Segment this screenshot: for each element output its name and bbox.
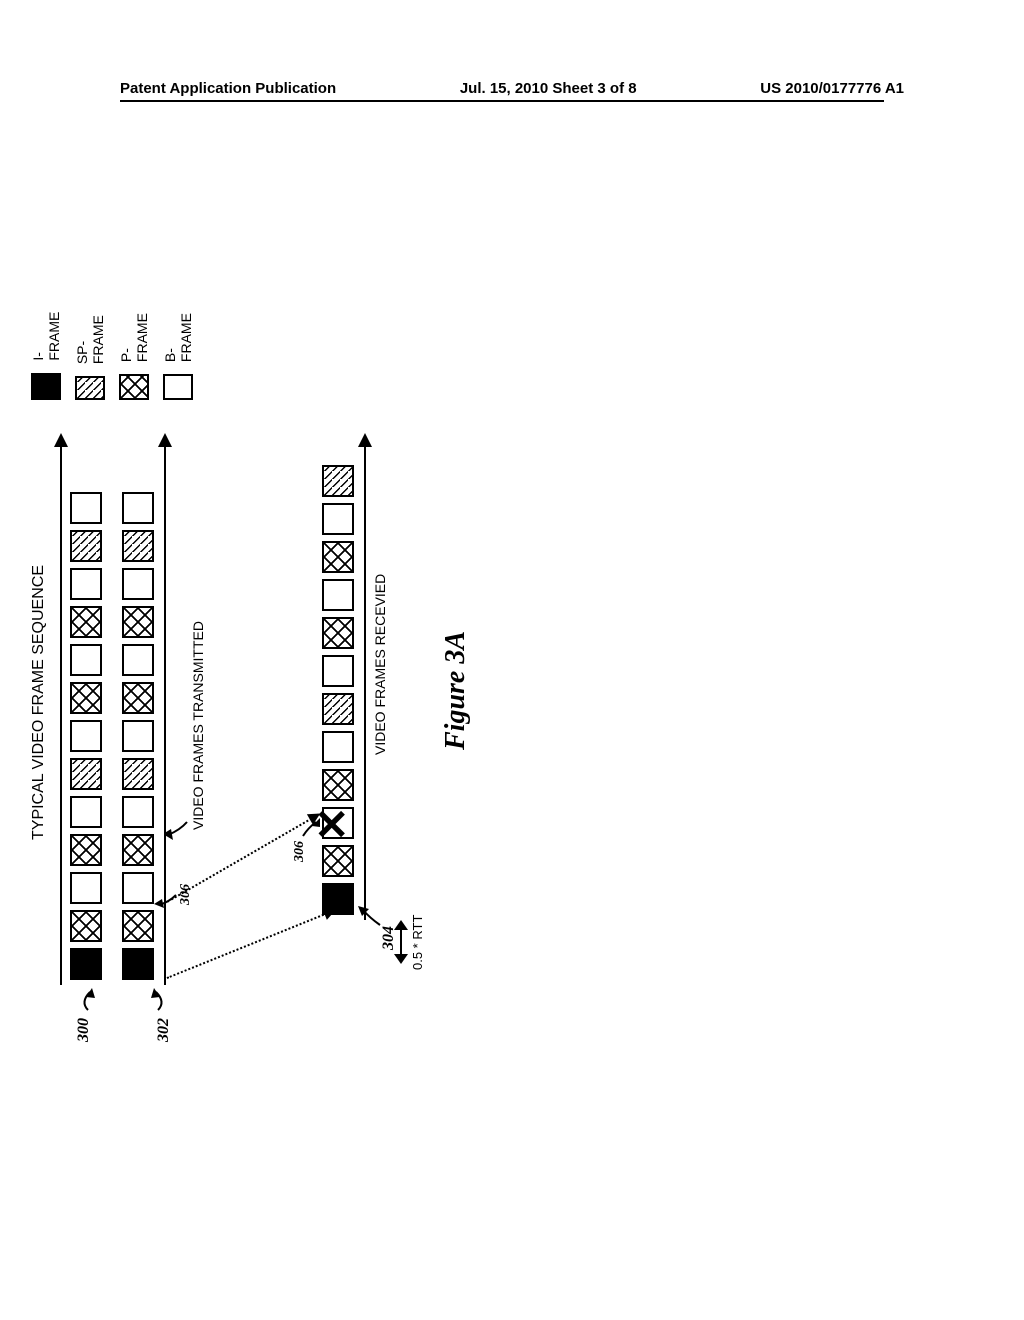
sp-frame [322,693,354,725]
b-frame [322,503,354,535]
sp-frame [122,530,154,562]
diagram-container: TYPICAL VIDEO FRAME SEQUENCE 300 302 306… [60,320,1024,1000]
p-frame [70,910,102,942]
b-frame [322,731,354,763]
dotted-arrow-1 [167,910,335,979]
curved-arrow-icon [78,982,108,1012]
legend-label: P-FRAME [118,309,150,362]
i-frame [122,948,154,980]
sp-frame [70,758,102,790]
b-frame [322,655,354,687]
p-frame [70,606,102,638]
p-frame [70,682,102,714]
legend-box-pframe [119,374,149,400]
pointer-icon [165,810,195,840]
p-frame [70,834,102,866]
legend-item: I-FRAME [30,309,62,400]
i-frame [70,948,102,980]
ref-306b: 306 [292,841,308,862]
ref-300: 300 [75,1018,93,1042]
i-frame [322,883,354,915]
sequence-row-1 [70,420,110,980]
sp-frame [70,530,102,562]
timeline-arrow-3 [364,435,366,920]
b-frame [70,644,102,676]
header-left: Patent Application Publication [120,80,336,97]
b-frame [70,568,102,600]
legend-box-iframe [31,373,61,400]
legend-item: B-FRAME [162,309,194,400]
sequence-title: TYPICAL VIDEO FRAME SEQUENCE [30,565,48,840]
p-frame [122,606,154,638]
header-right: US 2010/0177776 A1 [760,80,904,97]
b-frame [70,796,102,828]
sp-frame [122,758,154,790]
p-frame [322,845,354,877]
p-frame [322,769,354,801]
legend-label: SP-FRAME [74,309,106,364]
ref-302: 302 [155,1018,173,1042]
timeline-arrow-1 [60,435,62,985]
legend-item: SP-FRAME [74,309,106,400]
sp-frame [322,465,354,497]
x-mark-icon: ✕ [318,804,358,844]
p-frame [122,682,154,714]
legend-label: I-FRAME [30,309,62,361]
b-frame [70,872,102,904]
received-label: VIDEO FRAMES RECEVIED [372,574,388,755]
legend-box-spframe [75,376,105,400]
b-frame [122,568,154,600]
b-frame [122,492,154,524]
legend: I-FRAME SP-FRAME P-FRAME B-FRAME [30,309,194,400]
b-frame [70,492,102,524]
rtt-indicator: 0.5 * RTT [400,915,425,970]
b-frame [322,579,354,611]
legend-label: B-FRAME [162,309,194,362]
b-frame [122,796,154,828]
p-frame [322,541,354,573]
p-frame [122,910,154,942]
b-frame [122,644,154,676]
b-frame [122,872,154,904]
header-divider [120,100,884,102]
b-frame [122,720,154,752]
page-header: Patent Application Publication Jul. 15, … [0,80,1024,97]
transmitted-label: VIDEO FRAMES TRANSMITTED [190,621,206,830]
pointer-icon [358,898,388,928]
legend-item: P-FRAME [118,309,150,400]
curved-arrow-icon [138,982,168,1012]
header-center: Jul. 15, 2010 Sheet 3 of 8 [460,80,637,97]
rtt-label: 0.5 * RTT [410,915,425,970]
p-frame [322,617,354,649]
p-frame [122,834,154,866]
b-frame [70,720,102,752]
figure-caption: Figure 3A [440,631,472,750]
legend-box-bframe [163,374,193,400]
double-arrow-icon [400,922,402,962]
